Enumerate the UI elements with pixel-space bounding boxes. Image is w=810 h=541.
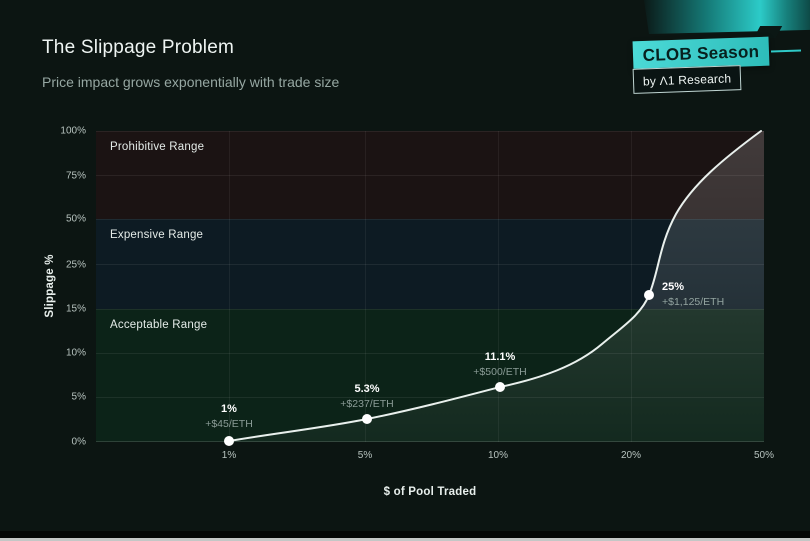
brand-byline: by Λ1 Research <box>632 65 742 94</box>
bottom-edge-strip <box>0 538 810 541</box>
annotation-cost: +$500/ETH <box>473 366 527 378</box>
y-tick-25: 25% <box>65 259 86 271</box>
x-axis-title: $ of Pool Traded <box>383 486 477 498</box>
y-tick-50: 50% <box>65 213 86 225</box>
annotation-cost: +$45/ETH <box>205 418 253 430</box>
annotation-point-3: 11.1% +$500/ETH <box>473 351 526 378</box>
annotation-point-1: 1% +$45/ETH <box>205 403 253 430</box>
annotation-cost: +$237/ETH <box>340 398 394 410</box>
band-label-expensive: Expensive Range <box>110 229 204 241</box>
gridline-5pct <box>96 397 764 398</box>
gridline-15pct <box>96 309 764 310</box>
gridline-10pct <box>96 353 764 354</box>
curve-area-fill <box>229 131 764 442</box>
annotation-slippage: 11.1% <box>484 351 516 363</box>
page-title: The Slippage Problem <box>42 37 234 58</box>
annotation-slippage: 25% <box>662 281 685 293</box>
y-tick-75: 75% <box>65 170 86 182</box>
bottom-black-bar <box>0 531 810 538</box>
y-tick-100: 100% <box>60 125 86 137</box>
corner-gradient-decoration <box>644 0 810 34</box>
annotation-slippage: 1% <box>221 403 237 415</box>
annotation-cost: +$1,125/ETH <box>662 296 725 308</box>
y-tick-5: 5% <box>71 391 86 403</box>
annotation-point-2: 5.3% +$237/ETH <box>340 383 393 410</box>
data-point-1pct <box>224 436 234 446</box>
gridline-75pct <box>96 175 764 176</box>
x-tick-50: 50% <box>753 450 774 461</box>
page-subtitle: Price impact grows exponentially with tr… <box>42 74 340 90</box>
x-tick-5: 5% <box>357 450 373 461</box>
x-tick-1: 1% <box>221 450 237 461</box>
band-label-acceptable: Acceptable Range <box>110 319 208 331</box>
y-tick-0: 0% <box>71 436 86 448</box>
plot-area: Prohibitive Range Expensive Range Accept… <box>96 130 764 446</box>
gridline-100pct <box>96 131 764 132</box>
annotation-point-4: 25% +$1,125/ETH <box>662 281 724 308</box>
gridline-x-1pct <box>229 131 230 442</box>
band-label-prohibitive: Prohibitive Range <box>110 141 205 153</box>
gridline-x-5pct <box>365 131 366 442</box>
gridline-25pct <box>96 264 764 265</box>
x-tick-10: 10% <box>487 450 508 461</box>
brand-badge: CLOB Season <box>632 36 770 71</box>
badge-accent-line <box>770 49 802 53</box>
annotation-slippage: 5.3% <box>354 383 380 395</box>
band-prohibitive: Prohibitive Range <box>96 131 764 219</box>
y-tick-10: 10% <box>65 347 86 359</box>
data-point-10pct <box>495 382 505 392</box>
x-tick-20: 20% <box>620 450 641 461</box>
gridline-x-10pct <box>498 131 499 442</box>
y-tick-15: 15% <box>65 303 86 315</box>
gridline-x-20pct <box>631 131 632 442</box>
data-point-5pct <box>362 414 372 424</box>
slippage-curve <box>224 130 764 446</box>
data-point-25pct <box>644 290 654 300</box>
gridline-50pct <box>96 219 764 220</box>
